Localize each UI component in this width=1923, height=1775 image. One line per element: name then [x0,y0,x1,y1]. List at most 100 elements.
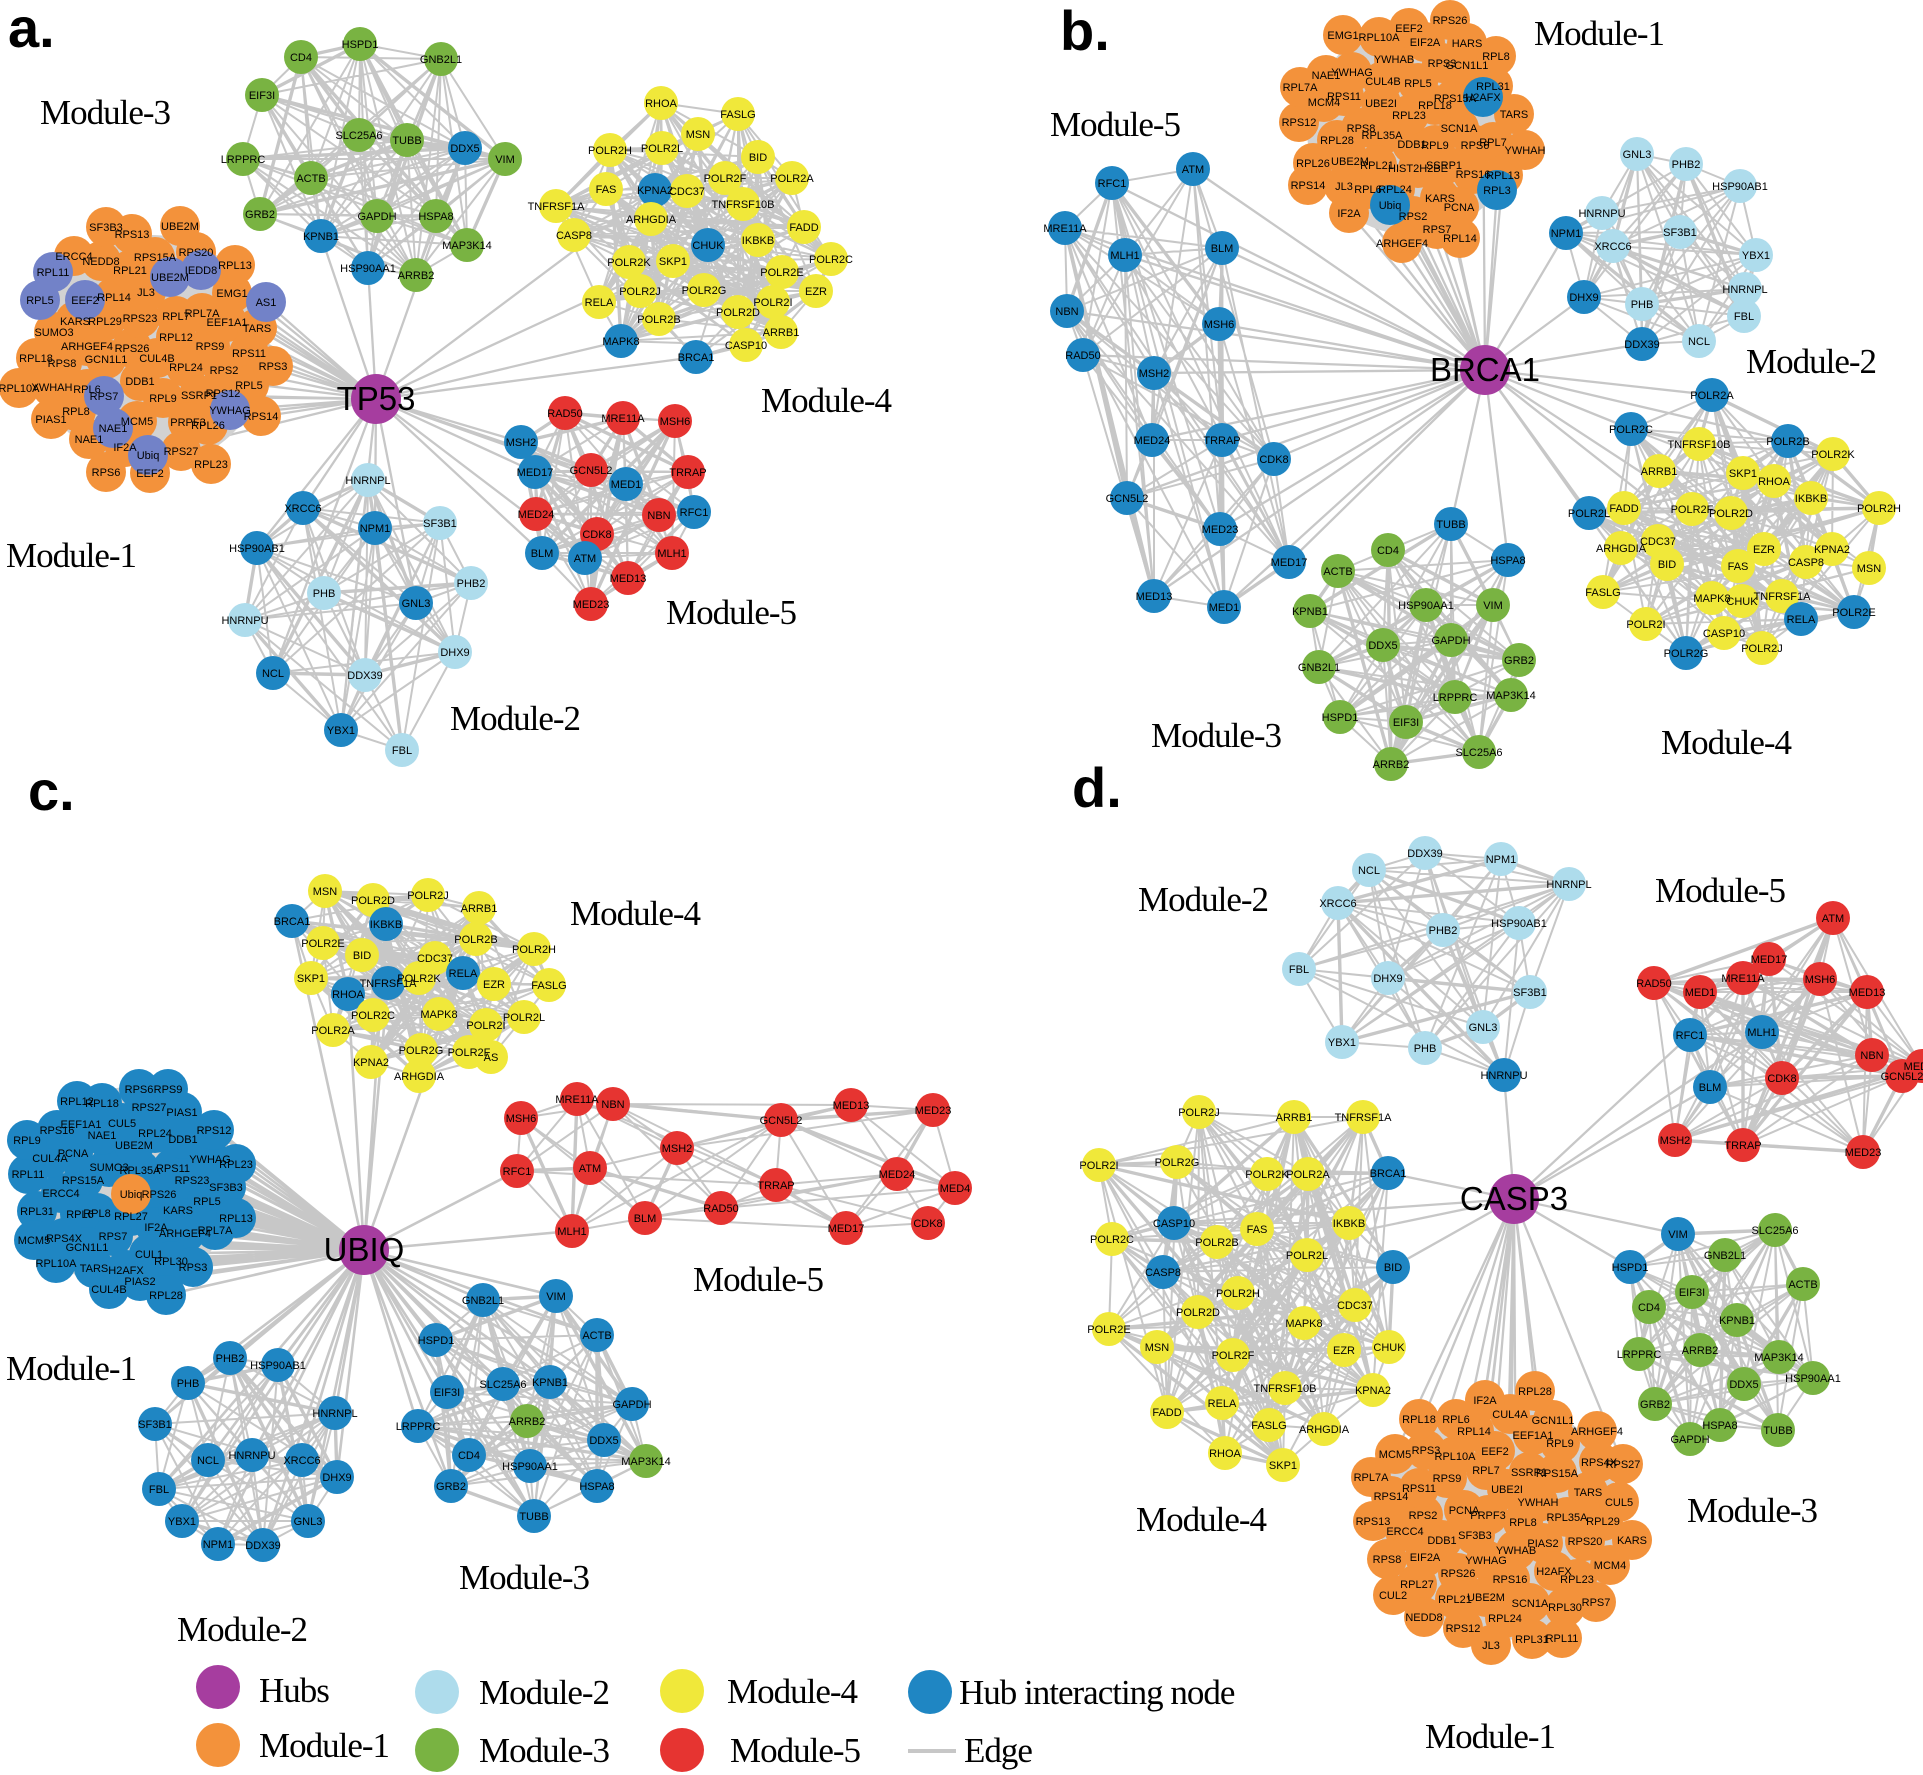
svg-text:KPNA2: KPNA2 [637,185,673,197]
svg-text:PIAS2: PIAS2 [124,1276,155,1288]
svg-text:POLR2J: POLR2J [407,890,449,902]
svg-text:MAP3K14: MAP3K14 [1486,690,1536,702]
svg-text:GNL3: GNL3 [1623,149,1652,161]
svg-text:PHB2: PHB2 [457,578,486,590]
svg-text:CUL5: CUL5 [108,1118,136,1130]
svg-text:HNRNPU: HNRNPU [228,1450,275,1462]
svg-text:POLR2E: POLR2E [301,938,344,950]
svg-text:TNFRSF10B: TNFRSF10B [1254,1383,1317,1395]
svg-text:POLR2B: POLR2B [637,314,680,326]
svg-text:EIF3I: EIF3I [249,90,275,102]
svg-text:CUL4A: CUL4A [1492,1409,1528,1421]
svg-text:RPL7: RPL7 [162,311,190,323]
svg-text:KPNA2: KPNA2 [1355,1385,1391,1397]
svg-text:FADD: FADD [1609,503,1638,515]
svg-text:RPL29: RPL29 [88,316,122,328]
svg-text:RPS9: RPS9 [154,1084,183,1096]
svg-text:RPL35A: RPL35A [120,1165,162,1177]
svg-text:GCN1L1: GCN1L1 [1532,1415,1575,1427]
svg-text:Module-3: Module-3 [1687,1491,1818,1530]
svg-text:CDK8: CDK8 [913,1218,942,1230]
svg-text:MCM4: MCM4 [1594,1560,1626,1572]
svg-text:RPL14: RPL14 [97,292,131,304]
svg-text:UBE2M: UBE2M [161,221,199,233]
svg-text:RPL10A: RPL10A [0,383,40,395]
svg-text:ARHGEF4: ARHGEF4 [1376,238,1428,250]
svg-text:LRPPRC: LRPPRC [396,1421,441,1433]
svg-text:RPS11: RPS11 [156,1163,190,1175]
svg-text:DDB1: DDB1 [1397,139,1426,151]
svg-text:CD4: CD4 [1377,545,1399,557]
svg-text:BRCA1: BRCA1 [678,352,715,364]
svg-text:ERCC4: ERCC4 [42,1188,79,1200]
svg-text:GAPDH: GAPDH [357,211,396,223]
svg-text:BLM: BLM [1211,243,1234,255]
svg-text:RPS8: RPS8 [1373,1554,1402,1566]
svg-text:DDX5: DDX5 [1729,1379,1758,1391]
svg-text:POLR2I: POLR2I [466,1020,505,1032]
svg-text:KPNB1: KPNB1 [303,231,339,243]
svg-text:MSN: MSN [313,886,338,898]
svg-text:CHUK: CHUK [692,240,724,252]
svg-text:RELA: RELA [1787,614,1816,626]
svg-text:EEF2: EEF2 [71,295,99,307]
svg-text:UBIQ: UBIQ [324,1231,405,1268]
svg-text:CUL4A: CUL4A [32,1153,68,1165]
svg-text:HNRNPL: HNRNPL [312,1408,357,1420]
svg-text:RHOA: RHOA [1209,1448,1241,1460]
svg-text:RPL35A: RPL35A [1547,1512,1589,1524]
svg-text:NEDD8: NEDD8 [1405,1612,1442,1624]
svg-text:RPL14: RPL14 [1457,1426,1491,1438]
svg-text:Module-4: Module-4 [570,894,701,933]
svg-text:KARS: KARS [1617,1535,1647,1547]
svg-text:SKP1: SKP1 [659,256,687,268]
svg-text:SSRP1: SSRP1 [1511,1467,1547,1479]
svg-text:H2AFX: H2AFX [1536,1566,1572,1578]
svg-text:RPL6: RPL6 [73,384,101,396]
svg-text:RPL18: RPL18 [1418,100,1452,112]
svg-text:TARS: TARS [1574,1487,1603,1499]
svg-text:JL3: JL3 [1335,181,1353,193]
svg-text:RPL9: RPL9 [149,393,177,405]
svg-text:BRCA1: BRCA1 [274,916,311,928]
svg-text:GCN5L2: GCN5L2 [1106,493,1149,505]
svg-text:RPL21: RPL21 [1438,1594,1472,1606]
svg-text:RAD50: RAD50 [1065,350,1100,362]
svg-text:RPS13: RPS13 [1356,1516,1391,1528]
svg-text:TNFRSF1A: TNFRSF1A [528,201,586,213]
svg-text:NEDD8: NEDD8 [82,256,119,268]
svg-text:TNFRSF10B: TNFRSF10B [712,199,775,211]
svg-text:TUBB: TUBB [1763,1425,1792,1437]
svg-text:NBN: NBN [1860,1050,1883,1062]
svg-text:RPS8: RPS8 [1347,123,1376,135]
svg-text:GNB2L1: GNB2L1 [1298,662,1340,674]
svg-text:POLR2G: POLR2G [1155,1157,1200,1169]
svg-text:NAE1: NAE1 [1312,70,1341,82]
svg-text:HSP90AB1: HSP90AB1 [1491,918,1547,930]
svg-text:PCNA: PCNA [58,1148,89,1160]
svg-text:RPS27: RPS27 [164,446,199,458]
svg-text:HARS: HARS [1452,38,1483,50]
svg-text:IKBKB: IKBKB [370,919,402,931]
svg-text:EIF2A: EIF2A [1410,1552,1441,1564]
svg-text:RPL5: RPL5 [26,295,54,307]
svg-text:GRB2: GRB2 [1504,655,1534,667]
svg-text:SUMO3: SUMO3 [34,327,73,339]
svg-text:Module-1: Module-1 [1534,14,1664,53]
svg-text:NPM1: NPM1 [1486,854,1517,866]
svg-text:RHOA: RHOA [332,989,364,1001]
svg-text:Module-5: Module-5 [1655,871,1786,910]
svg-text:Ubiq: Ubiq [137,450,160,462]
svg-text:NAE1: NAE1 [88,1130,117,1142]
svg-text:CD4: CD4 [290,52,312,64]
svg-text:TNFRSF1A: TNFRSF1A [1335,1112,1393,1124]
svg-text:ARRB1: ARRB1 [763,327,800,339]
svg-text:EMG1: EMG1 [1327,30,1358,42]
svg-text:Module-3: Module-3 [1151,716,1282,755]
svg-text:TARS: TARS [243,323,272,335]
svg-text:RPL23: RPL23 [219,1159,253,1171]
svg-text:RPL23: RPL23 [1392,110,1426,122]
svg-text:RPL7: RPL7 [1479,137,1507,149]
svg-text:POLR2L: POLR2L [503,1012,545,1024]
svg-text:HSPD1: HSPD1 [418,1335,455,1347]
